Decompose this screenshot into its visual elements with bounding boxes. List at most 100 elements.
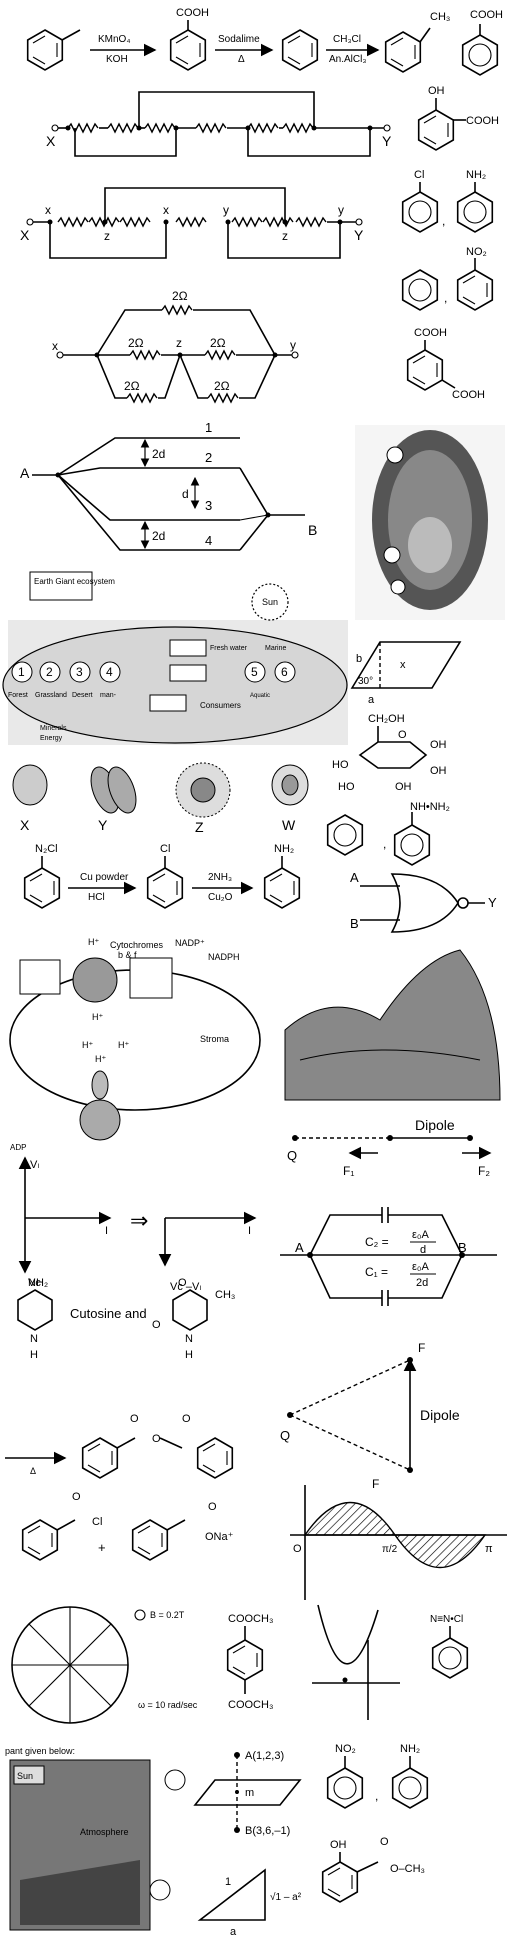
- cl-label: Cl: [92, 1516, 102, 1528]
- dipole-diagram-2: Q F Dipole F: [280, 1341, 460, 1491]
- ecosystem-diagram: Earth Giant ecosystem Sun 1 2 3 4 5 6 Fo…: [2, 571, 348, 745]
- c1-label: C₁ =: [365, 1265, 388, 1279]
- force-f2: F₂: [478, 1164, 490, 1178]
- h-ion: H⁺: [95, 1054, 106, 1064]
- cooh-label: COOH: [176, 7, 209, 19]
- greenhouse-illustration: pant given below: Sun Atmosphere: [5, 1746, 186, 1931]
- resistor-circuit-1: X Y: [46, 91, 392, 157]
- comma: ,: [444, 291, 447, 305]
- capacitor-network: A B C₂ = ε₀A d C₁ = ε₀A 2d: [280, 1207, 497, 1306]
- nitrobenzene: NO₂: [456, 246, 494, 311]
- heat-symbol: Δ: [30, 1466, 36, 1476]
- dipole-label: Dipole: [415, 1117, 455, 1133]
- biome-1: 1: [18, 665, 25, 679]
- ester-label: COOCH₃: [228, 1699, 273, 1711]
- nitrobenzene: NO₂: [326, 1743, 364, 1809]
- pi-over-2-label: π/2: [382, 1544, 398, 1555]
- plane-mirror-diagram: A(1,2,3) m B(3,6,–1): [193, 1750, 302, 1837]
- parallelogram-diagram: b x 30° a: [350, 641, 462, 706]
- cytosine-caption: Cutosine and: [70, 1306, 147, 1321]
- implies-arrow: ⇒: [130, 1208, 148, 1233]
- resistor: [204, 350, 236, 360]
- node-b: B: [458, 1240, 467, 1255]
- benzene: [326, 814, 364, 856]
- current-label: I: [248, 1225, 251, 1237]
- plus-sign: +: [98, 1540, 106, 1555]
- ch3-label: CH₃: [215, 1289, 235, 1301]
- acid-chloride-and-salt: O Cl + O ONa⁺: [21, 1491, 234, 1561]
- o-label: O: [130, 1413, 139, 1425]
- bf-label: b & f: [118, 950, 137, 960]
- c1-denominator: 2d: [416, 1277, 428, 1289]
- c2-denominator: d: [420, 1244, 426, 1256]
- phasor-diagrams: Vₗ I Vᴄ ⇒ I Vᴄ –Vₗ: [18, 1156, 257, 1293]
- node-a: A: [295, 1240, 304, 1255]
- vc-minus-vl-label: Vᴄ –Vₗ: [170, 1281, 201, 1293]
- o-label: O: [182, 1413, 191, 1425]
- atmosphere-label: Atmosphere: [80, 1827, 129, 1837]
- resistor: [57, 217, 89, 227]
- nh2-label: NH₂: [400, 1743, 420, 1755]
- point-a: A: [20, 465, 30, 481]
- node-y: y: [338, 203, 344, 217]
- origin-label: O: [293, 1543, 302, 1555]
- benzoic-acid-ring: [169, 29, 207, 71]
- nh2-label: NH₂: [274, 843, 294, 855]
- force-f: F: [418, 1341, 425, 1355]
- node-z: z: [282, 229, 288, 243]
- resistor: [195, 123, 227, 133]
- node-x: x: [163, 203, 169, 217]
- resistor: [144, 123, 176, 133]
- nadph-label: NADPH: [208, 952, 240, 962]
- terminal-x: X: [20, 227, 30, 243]
- cell-x-label: X: [20, 817, 30, 833]
- h-label: H: [185, 1349, 193, 1361]
- och3-label: O–CH₃: [390, 1863, 425, 1875]
- resistor: [231, 217, 263, 227]
- reagent-cu2o: Cu₂O: [208, 892, 233, 903]
- h-ion: H⁺: [118, 1040, 129, 1050]
- terminal-y: y: [290, 338, 296, 352]
- hydrazine-label: NH•NH₂: [410, 801, 450, 813]
- h-label: H: [30, 1349, 38, 1361]
- path-3-label: 3: [205, 498, 212, 513]
- o-label: O: [380, 1836, 389, 1848]
- magnetic-field-label: B = 0.2T: [150, 1610, 185, 1620]
- resistor-label: 2Ω: [124, 379, 140, 393]
- resistor: [247, 123, 279, 133]
- consumers-label: Consumers: [200, 701, 241, 710]
- node-y: y: [223, 203, 229, 217]
- glucose-structure: CH₂OH O OH HO OH HO OH: [332, 713, 447, 793]
- minerals-label: Minerals: [40, 725, 67, 732]
- nh2-label: NH₂: [28, 1277, 48, 1289]
- point-b-label: B(3,6,–1): [245, 1825, 290, 1837]
- terminal-x: x: [52, 339, 58, 353]
- resistor: [119, 217, 151, 227]
- pi-label: π: [485, 1543, 493, 1555]
- spacing-d: d: [182, 487, 189, 501]
- adjacent-label: a: [230, 1926, 237, 1938]
- node-x: x: [45, 203, 51, 217]
- dimethyl-terephthalate: COOCH₃ COOCH₃: [226, 1613, 273, 1711]
- dipole-diagram-1: Dipole Q F₁ F₂: [287, 1117, 492, 1178]
- comma: ,: [442, 214, 445, 228]
- sun-label: Sun: [262, 597, 278, 607]
- resistor: [282, 123, 314, 133]
- reagent-nh3: 2NH₃: [208, 872, 232, 883]
- angular-velocity-label: ω = 10 rad/sec: [138, 1700, 198, 1710]
- reagent-ch3cl: CH₃Cl: [333, 34, 361, 45]
- node-z: z: [104, 229, 110, 243]
- cell-w-label: W: [282, 817, 296, 833]
- path-4-label: 4: [205, 533, 212, 548]
- hypotenuse-label: 1: [225, 1876, 231, 1888]
- resistor-label: 2Ω: [172, 289, 188, 303]
- force-f1: F₁: [343, 1164, 354, 1178]
- cell-z-label: Z: [195, 819, 204, 835]
- chlorobenzene: Cl: [401, 169, 439, 233]
- charge-q: Q: [280, 1428, 290, 1443]
- o-label: O: [178, 1277, 187, 1289]
- ho-label: HO: [332, 759, 349, 771]
- ester-label: COOCH₃: [228, 1613, 273, 1625]
- ring-n: N: [30, 1333, 38, 1345]
- angle-label: 30°: [358, 676, 373, 687]
